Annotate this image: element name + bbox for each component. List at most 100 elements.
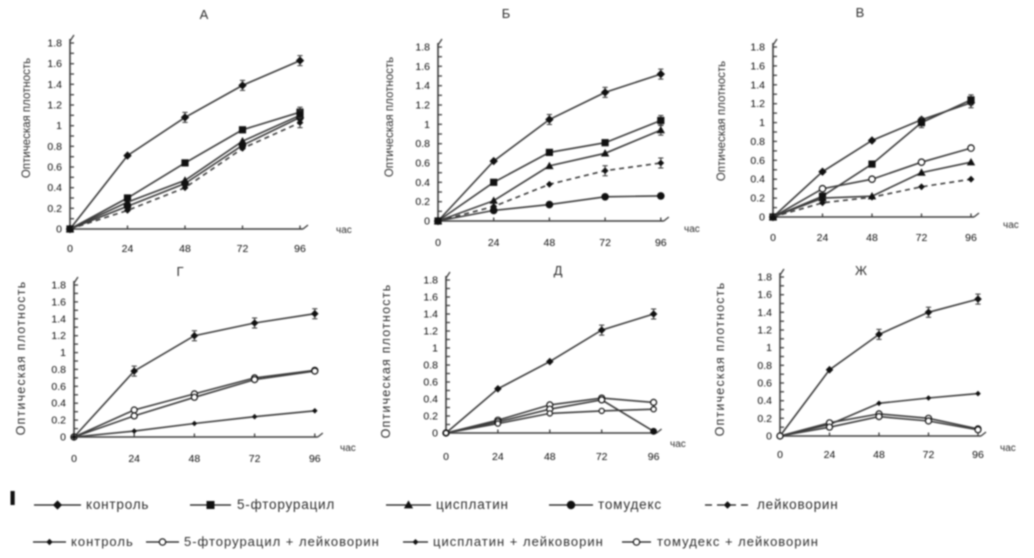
- svg-text:0.6: 0.6: [415, 158, 430, 170]
- svg-text:0.8: 0.8: [757, 360, 772, 372]
- svg-text:0.4: 0.4: [423, 394, 438, 406]
- svg-text:0.6: 0.6: [423, 377, 438, 389]
- svg-text:48: 48: [873, 449, 885, 461]
- svg-text:1.8: 1.8: [757, 272, 772, 284]
- svg-text:48: 48: [544, 451, 556, 463]
- svg-text:томудекс + лейковорин: томудекс + лейковорин: [657, 534, 819, 549]
- svg-text:лейковорин: лейковорин: [757, 497, 839, 512]
- svg-text:0.4: 0.4: [51, 398, 66, 410]
- svg-text:контроль: контроль: [71, 534, 134, 549]
- svg-text:0.6: 0.6: [757, 378, 772, 390]
- svg-text:0: 0: [56, 224, 62, 236]
- svg-text:1: 1: [60, 347, 66, 359]
- svg-text:0: 0: [435, 237, 441, 249]
- svg-text:1.4: 1.4: [423, 309, 438, 321]
- svg-text:96: 96: [648, 451, 660, 463]
- svg-text:Оптическая плотность: Оптическая плотность: [21, 58, 33, 178]
- svg-text:1.6: 1.6: [757, 289, 772, 301]
- svg-text:0.4: 0.4: [47, 182, 62, 194]
- svg-text:1.2: 1.2: [47, 100, 62, 112]
- svg-text:час: час: [1003, 220, 1019, 231]
- svg-text:96: 96: [655, 237, 667, 249]
- svg-text:0: 0: [766, 431, 772, 443]
- svg-text:72: 72: [916, 232, 928, 244]
- svg-text:1: 1: [759, 117, 765, 129]
- svg-text:1.8: 1.8: [415, 42, 430, 54]
- svg-text:0: 0: [60, 432, 66, 444]
- svg-text:0.8: 0.8: [423, 360, 438, 372]
- svg-text:72: 72: [596, 451, 608, 463]
- svg-text:24: 24: [492, 451, 504, 463]
- svg-text:0.4: 0.4: [415, 177, 430, 189]
- svg-text:48: 48: [866, 232, 878, 244]
- svg-text:96: 96: [294, 243, 306, 255]
- svg-text:час: час: [684, 224, 700, 235]
- svg-text:96: 96: [972, 449, 984, 461]
- svg-text:1.6: 1.6: [750, 60, 765, 72]
- svg-text:1.6: 1.6: [415, 61, 430, 73]
- svg-text:0.2: 0.2: [757, 413, 772, 425]
- svg-text:24: 24: [488, 237, 500, 249]
- svg-text:1.4: 1.4: [750, 79, 765, 91]
- svg-text:1.2: 1.2: [423, 326, 438, 338]
- svg-text:Оптическая плотность: Оптическая плотность: [716, 61, 728, 181]
- svg-text:72: 72: [923, 449, 935, 461]
- svg-text:0.4: 0.4: [750, 174, 765, 186]
- svg-text:1: 1: [424, 119, 430, 131]
- svg-text:72: 72: [237, 243, 249, 255]
- svg-text:1: 1: [56, 120, 62, 132]
- svg-text:1.4: 1.4: [415, 80, 430, 92]
- svg-text:72: 72: [249, 453, 261, 465]
- svg-text:Б: Б: [502, 6, 511, 21]
- svg-text:А: А: [200, 7, 209, 22]
- svg-text:томудекс: томудекс: [598, 497, 662, 512]
- svg-text:0.6: 0.6: [47, 162, 62, 174]
- svg-text:0: 0: [759, 212, 765, 224]
- svg-text:Оптическая плотность: Оптическая плотность: [384, 57, 396, 177]
- svg-text:5-фторурацил + лейковорин: 5-фторурацил + лейковорин: [184, 534, 380, 549]
- svg-text:0.2: 0.2: [47, 203, 62, 215]
- svg-text:час: час: [1000, 443, 1016, 454]
- svg-text:1.6: 1.6: [423, 292, 438, 304]
- svg-text:0.2: 0.2: [750, 193, 765, 205]
- svg-text:цисплатин + лейковорин: цисплатин + лейковорин: [433, 534, 604, 549]
- svg-text:24: 24: [817, 232, 829, 244]
- svg-text:1.2: 1.2: [757, 325, 772, 337]
- svg-text:час: час: [340, 443, 356, 454]
- svg-text:96: 96: [965, 232, 977, 244]
- svg-text:час: час: [670, 439, 686, 450]
- svg-text:1: 1: [766, 342, 772, 354]
- svg-text:0.2: 0.2: [423, 411, 438, 423]
- svg-text:0.6: 0.6: [750, 155, 765, 167]
- svg-text:Оптическая плотность: Оптическая плотность: [379, 284, 393, 439]
- svg-text:1.8: 1.8: [750, 42, 765, 54]
- svg-text:48: 48: [179, 243, 191, 255]
- svg-text:24: 24: [122, 243, 134, 255]
- svg-text:0.8: 0.8: [51, 364, 66, 376]
- svg-text:1.6: 1.6: [51, 296, 66, 308]
- svg-text:5-фторурацил: 5-фторурацил: [237, 497, 335, 512]
- svg-text:0: 0: [424, 216, 430, 228]
- svg-text:1.2: 1.2: [415, 100, 430, 112]
- svg-text:24: 24: [824, 449, 836, 461]
- svg-text:1.8: 1.8: [423, 275, 438, 287]
- svg-text:0.8: 0.8: [415, 138, 430, 150]
- svg-text:0: 0: [770, 232, 776, 244]
- svg-text:Д: Д: [554, 263, 563, 278]
- svg-text:цисплатин: цисплатин: [436, 497, 509, 512]
- svg-text:В: В: [856, 5, 865, 20]
- svg-text:0.8: 0.8: [750, 136, 765, 148]
- svg-text:96: 96: [309, 453, 321, 465]
- svg-text:1.2: 1.2: [750, 98, 765, 110]
- svg-text:0.2: 0.2: [51, 415, 66, 427]
- svg-text:1.6: 1.6: [47, 58, 62, 70]
- svg-text:0.2: 0.2: [415, 196, 430, 208]
- svg-text:0.4: 0.4: [757, 395, 772, 407]
- svg-text:0: 0: [443, 451, 449, 463]
- svg-text:72: 72: [599, 237, 611, 249]
- svg-text:1.8: 1.8: [51, 280, 66, 292]
- svg-text:1.4: 1.4: [51, 313, 66, 325]
- svg-text:0: 0: [777, 449, 783, 461]
- svg-text:час: час: [336, 225, 352, 236]
- svg-text:0: 0: [71, 453, 77, 465]
